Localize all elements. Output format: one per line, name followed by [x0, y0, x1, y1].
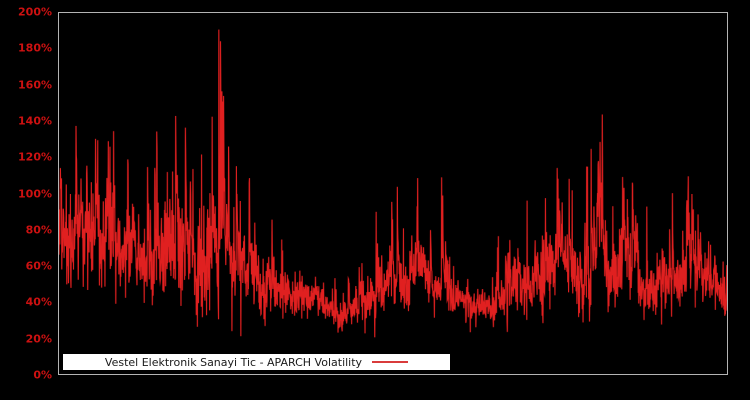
legend-entry-label: Vestel Elektronik Sanayi Tic - APARCH Vo…: [104, 355, 363, 369]
y-tick-label: 60%: [25, 259, 52, 273]
y-tick-label: 180%: [18, 41, 52, 55]
y-tick-label: 40%: [25, 295, 52, 309]
y-tick-label: 140%: [18, 114, 52, 128]
y-tick-label: 80%: [25, 223, 52, 237]
y-tick-label: 100%: [18, 187, 52, 200]
legend-line-swatch: [372, 361, 409, 363]
y-axis: 0% 20% 40% 60% 80% 100% 120% 140% 160% 180% 200%: [0, 0, 58, 400]
y-tick-label: 120%: [18, 150, 52, 164]
y-tick-label: 160%: [18, 78, 52, 92]
plot-area: [58, 12, 728, 375]
volatility-line-series: [59, 13, 727, 374]
y-tick-label: 200%: [18, 5, 52, 19]
y-tick-label: 0%: [33, 368, 52, 382]
chart-legend: Vestel Elektronik Sanayi Tic - APARCH Vo…: [63, 354, 450, 370]
y-tick-label: 20%: [25, 332, 52, 346]
